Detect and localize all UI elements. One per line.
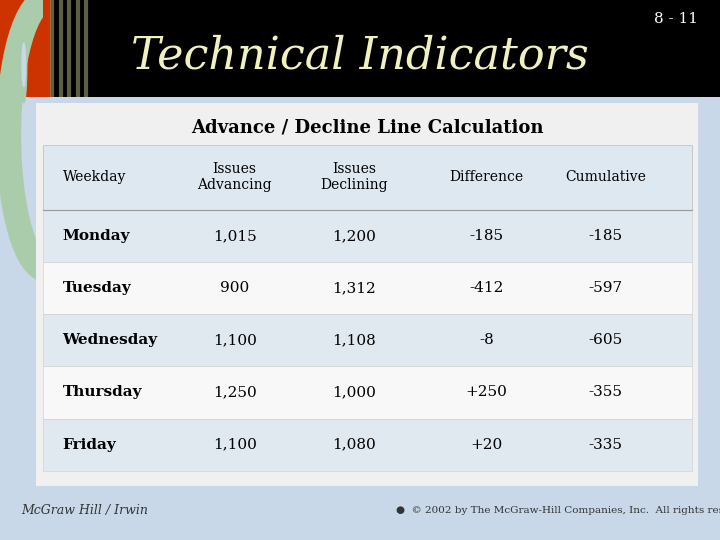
Text: 1,200: 1,200	[332, 229, 376, 243]
Text: -597: -597	[589, 281, 623, 295]
FancyBboxPatch shape	[42, 262, 692, 314]
Text: Weekday: Weekday	[63, 170, 126, 184]
Text: Issues
Declining: Issues Declining	[320, 162, 388, 192]
Text: -8: -8	[479, 333, 494, 347]
Text: Advance / Decline Line Calculation: Advance / Decline Line Calculation	[191, 118, 544, 137]
Text: Wednesday: Wednesday	[63, 333, 158, 347]
Text: -185: -185	[469, 229, 503, 243]
Text: 1,080: 1,080	[332, 437, 376, 451]
Text: McGraw Hill / Irwin: McGraw Hill / Irwin	[22, 504, 148, 517]
Text: -185: -185	[589, 229, 623, 243]
Text: Thursday: Thursday	[63, 386, 142, 400]
Text: Friday: Friday	[63, 437, 116, 451]
Text: 8 - 11: 8 - 11	[654, 12, 698, 26]
FancyBboxPatch shape	[0, 0, 52, 97]
Text: +20: +20	[470, 437, 503, 451]
Text: -605: -605	[588, 333, 623, 347]
Text: ●  © 2002 by The McGraw-Hill Companies, Inc.  All rights reserved.: ● © 2002 by The McGraw-Hill Companies, I…	[396, 506, 720, 515]
FancyBboxPatch shape	[42, 314, 692, 366]
Text: -412: -412	[469, 281, 503, 295]
Text: Difference: Difference	[449, 170, 523, 184]
Text: 1,312: 1,312	[332, 281, 376, 295]
Text: Monday: Monday	[63, 229, 130, 243]
Text: -355: -355	[589, 386, 623, 400]
Text: 900: 900	[220, 281, 249, 295]
FancyBboxPatch shape	[42, 418, 692, 471]
Text: Cumulative: Cumulative	[565, 170, 646, 184]
FancyBboxPatch shape	[42, 145, 692, 210]
Text: 1,100: 1,100	[213, 437, 256, 451]
Text: Issues
Advancing: Issues Advancing	[197, 162, 272, 192]
Text: Technical Indicators: Technical Indicators	[131, 35, 589, 78]
FancyBboxPatch shape	[42, 366, 692, 418]
Text: 1,100: 1,100	[213, 333, 256, 347]
Text: Tuesday: Tuesday	[63, 281, 131, 295]
Text: 1,250: 1,250	[213, 386, 256, 400]
FancyBboxPatch shape	[42, 210, 692, 262]
Circle shape	[22, 43, 25, 86]
Circle shape	[21, 27, 27, 103]
Text: 1,000: 1,000	[332, 386, 376, 400]
Text: 1,015: 1,015	[213, 229, 256, 243]
Text: 1,108: 1,108	[332, 333, 376, 347]
Text: +250: +250	[466, 386, 508, 400]
Text: -335: -335	[589, 437, 623, 451]
